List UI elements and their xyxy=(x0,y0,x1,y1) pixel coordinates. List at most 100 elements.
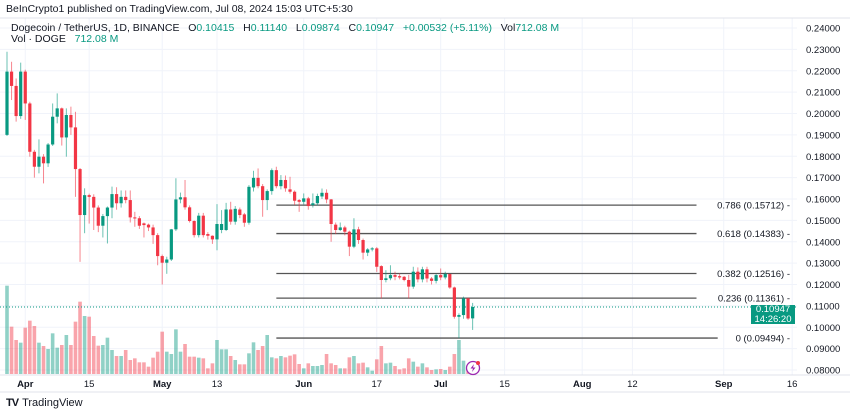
volume-bar xyxy=(297,364,301,374)
candle-body xyxy=(420,269,425,280)
candle-body xyxy=(69,114,73,128)
volume-bar xyxy=(384,363,388,374)
volume-bar xyxy=(274,358,279,374)
candle-body xyxy=(256,177,260,187)
time-tick-label: Sep xyxy=(715,379,733,390)
volume-bar xyxy=(247,353,251,374)
volume-series-label[interactable]: Vol · DOGE xyxy=(11,33,66,45)
candle-body xyxy=(51,116,55,145)
candle-body xyxy=(292,191,297,201)
candle-body xyxy=(110,194,114,208)
candle-body xyxy=(361,240,365,253)
symbol-name[interactable]: Dogecoin / TetherUS, 1D, BINANCE xyxy=(11,22,180,34)
candle-body xyxy=(251,177,256,188)
volume-bar xyxy=(379,346,384,374)
volume-bar xyxy=(14,340,18,374)
volume-bar xyxy=(388,362,393,374)
volume-bar xyxy=(32,326,37,374)
volume-bar xyxy=(164,351,169,374)
candle-body xyxy=(261,186,265,201)
candle-body xyxy=(279,179,283,187)
candle-body xyxy=(83,195,87,216)
volume-bar xyxy=(402,368,406,374)
volume-bar xyxy=(82,316,87,374)
candle-body xyxy=(461,298,466,316)
price-tick-label: 0.15000 xyxy=(806,216,840,227)
volume-bar xyxy=(256,350,260,374)
volume-bar xyxy=(59,345,64,374)
candle-body xyxy=(188,207,192,222)
volume-bar xyxy=(365,367,370,374)
volume-bar xyxy=(105,337,110,374)
volume-bar xyxy=(64,335,69,374)
candle-body xyxy=(402,276,406,281)
candle-body xyxy=(5,71,9,135)
volume-bar xyxy=(320,365,324,374)
time-tick-label: Jun xyxy=(295,379,312,390)
candle-body xyxy=(55,108,59,117)
volume-bar xyxy=(361,362,365,374)
high-value: 0.11140 xyxy=(250,22,288,34)
fib-retracement: 0.786 (0.15712) - 0.618 (0.14383) - 0.382 … xyxy=(276,201,790,345)
bar-countdown: 14:26:20 xyxy=(754,313,792,325)
candle-body xyxy=(119,196,123,204)
candle-body xyxy=(37,156,41,167)
candle-body xyxy=(311,203,315,205)
candle-body xyxy=(19,71,23,117)
candle-body xyxy=(338,227,342,230)
candle-body xyxy=(229,209,233,222)
candle-body xyxy=(297,200,301,202)
time-tick-label: Jul xyxy=(434,379,448,390)
volume-bar xyxy=(411,361,416,374)
candle-body xyxy=(105,207,110,217)
candle-body xyxy=(375,248,379,267)
candle-body xyxy=(270,170,274,192)
price-tick-label: 0.21000 xyxy=(806,88,840,99)
open-label: O xyxy=(188,22,197,34)
fib-level-label: 0.786 (0.15712) - xyxy=(717,201,790,212)
volume-bar xyxy=(219,349,224,374)
volume-bar xyxy=(73,321,78,374)
volume-bar xyxy=(301,368,306,374)
candle-body xyxy=(397,276,402,278)
candle-body xyxy=(388,275,393,279)
volume-bar xyxy=(283,357,288,374)
candle-body xyxy=(219,224,224,230)
candle-body xyxy=(457,315,461,317)
volume-bar xyxy=(151,357,155,374)
candle-body xyxy=(247,186,251,223)
candle-body xyxy=(324,192,329,200)
open-value: 0.10415 xyxy=(196,22,235,34)
volume-bar xyxy=(210,363,215,374)
candle-body xyxy=(434,275,438,281)
volume-bar xyxy=(457,340,461,374)
candle-body xyxy=(352,229,356,247)
volume-bar xyxy=(429,370,434,374)
low-label: L xyxy=(295,22,302,34)
candle-body xyxy=(224,209,228,230)
volume-bar xyxy=(315,366,320,374)
symbol-legend: Dogecoin / TetherUS, 1D, BINANCE O0.1041… xyxy=(11,22,559,34)
time-tick-label: 15 xyxy=(499,379,510,390)
volume-bars xyxy=(5,285,475,374)
lightning-icon[interactable] xyxy=(465,360,481,376)
tradingview-logo[interactable]: TV TradingView xyxy=(6,397,83,409)
candle-body xyxy=(156,235,160,257)
price-tick-label: 0.12000 xyxy=(806,280,840,291)
candle-body xyxy=(14,85,18,117)
volume-bar xyxy=(174,329,178,374)
candle-body xyxy=(334,224,338,230)
candle-body xyxy=(178,197,183,200)
volume-bar xyxy=(238,364,242,374)
candle-body xyxy=(448,274,452,288)
volume-bar xyxy=(187,356,192,374)
volume-bar xyxy=(87,316,91,374)
candle-body xyxy=(265,191,269,201)
volume-bar xyxy=(461,360,466,374)
time-axis: Apr 15 May 13 Jun 17 Jul 15 Aug 12 Sep 16 xyxy=(17,379,797,390)
volume-bar xyxy=(269,357,274,374)
candle-body xyxy=(370,248,374,250)
volume-bar xyxy=(110,350,114,374)
candle-body xyxy=(429,278,434,281)
